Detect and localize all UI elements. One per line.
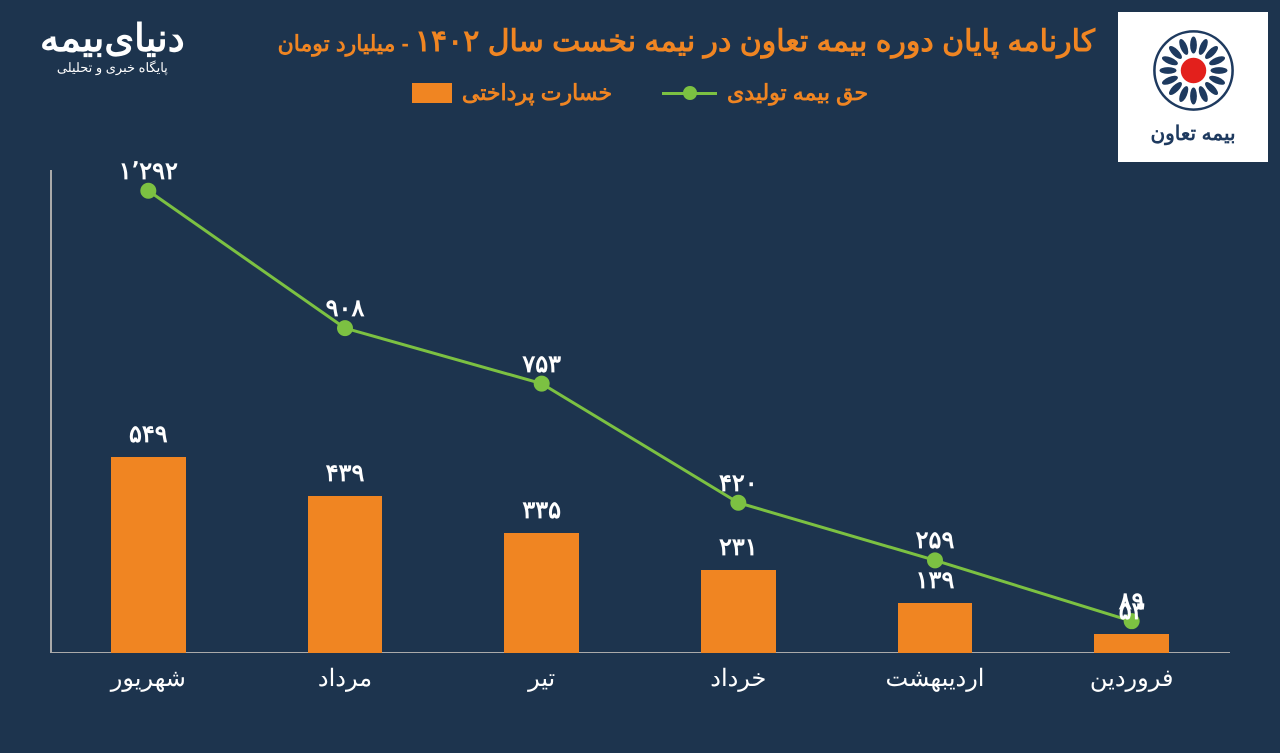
x-tick-label: مرداد [318, 664, 372, 693]
bar-value-label: ۵۴۹ [129, 420, 168, 449]
bar-value-label: ۳۳۵ [522, 496, 561, 525]
bar [308, 496, 383, 653]
source-logo: دنیای‌بیمه پایگاه خبری و تحلیلی [40, 20, 185, 76]
source-name: دنیای‌بیمه [40, 20, 185, 58]
plot-region: ۵۳۱۳۹۲۳۱۳۳۵۴۳۹۵۴۹۸۹۲۵۹۴۲۰۷۵۳۹۰۸۱٬۲۹۲ [50, 170, 1230, 653]
chart-area: ۵۳۱۳۹۲۳۱۳۳۵۴۳۹۵۴۹۸۹۲۵۹۴۲۰۷۵۳۹۰۸۱٬۲۹۲ فرو… [50, 170, 1230, 693]
legend-bar-label: خسارت پرداختی [462, 80, 612, 106]
logo-text: بیمه تعاون [1150, 121, 1235, 146]
legend-line-label: حق بیمه تولیدی [727, 80, 868, 106]
x-tick-label: تیر [528, 664, 555, 693]
line-series [50, 170, 1230, 653]
source-tagline: پایگاه خبری و تحلیلی [40, 60, 185, 76]
x-tick-label: فروردین [1090, 664, 1174, 693]
x-tick-label: اردیبهشت [886, 664, 985, 693]
line-value-label: ۹۰۸ [326, 294, 365, 323]
bar-value-label: ۴۳۹ [326, 459, 365, 488]
title-main: کارنامه پایان دوره بیمه تعاون در نیمه نخ… [415, 25, 1095, 58]
line-value-label: ۱٬۲۹۲ [119, 157, 178, 186]
bar [1094, 634, 1169, 653]
title-sub: - میلیارد تومان [278, 31, 415, 56]
bar-value-label: ۲۳۱ [719, 533, 758, 562]
bar [701, 570, 776, 653]
x-tick-label: خرداد [710, 664, 766, 693]
x-tick-label: شهریور [111, 664, 186, 693]
legend: حق بیمه تولیدی خسارت پرداختی [0, 80, 1280, 106]
bar-value-label: ۱۳۹ [916, 566, 955, 595]
chart-title: کارنامه پایان دوره بیمه تعاون در نیمه نخ… [278, 24, 1095, 59]
bar [111, 457, 186, 653]
legend-bar-swatch [412, 83, 452, 103]
bar [504, 533, 579, 653]
line-value-label: ۲۵۹ [916, 526, 955, 555]
line-path [148, 191, 1131, 621]
line-value-label: ۷۵۳ [522, 350, 561, 379]
line-value-label: ۸۹ [1119, 587, 1145, 616]
line-value-label: ۴۲۰ [719, 469, 758, 498]
bar [898, 603, 973, 653]
legend-line-series: حق بیمه تولیدی [662, 80, 868, 106]
legend-bar-series: خسارت پرداختی [412, 80, 612, 106]
legend-line-marker [662, 92, 717, 95]
